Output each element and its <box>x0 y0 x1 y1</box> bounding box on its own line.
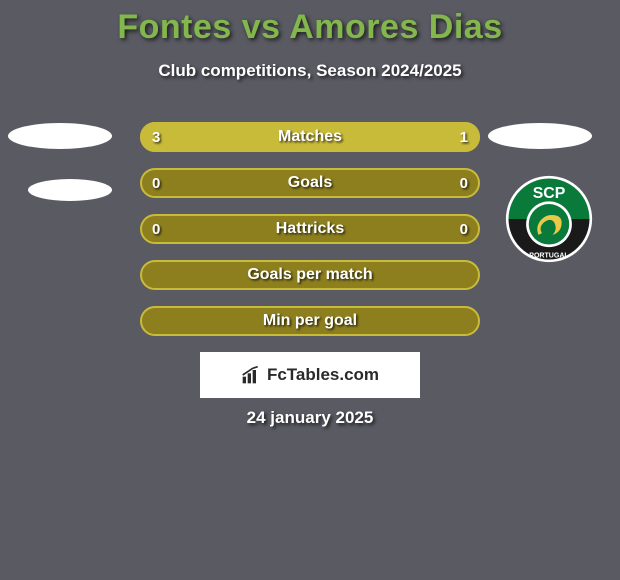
stat-value-right: 1 <box>460 122 468 152</box>
stat-row: Goals00 <box>140 168 480 198</box>
stat-value-right: 0 <box>460 168 468 198</box>
page-title: Fontes vs Amores Dias <box>0 8 620 47</box>
subtitle: Club competitions, Season 2024/2025 <box>0 61 620 81</box>
svg-text:PORTUGAL: PORTUGAL <box>529 253 569 260</box>
stat-value-left: 0 <box>152 168 160 198</box>
left-ellipse-1 <box>28 179 112 201</box>
stat-row: Matches31 <box>140 122 480 152</box>
stat-value-left: 0 <box>152 214 160 244</box>
watermark: FcTables.com <box>200 352 420 398</box>
left-ellipse-0 <box>8 123 112 149</box>
stat-row: Goals per match <box>140 260 480 290</box>
svg-text:SCP: SCP <box>533 185 566 202</box>
chart-container: Fontes vs Amores Dias Club competitions,… <box>0 0 620 580</box>
stat-row: Min per goal <box>140 306 480 336</box>
watermark-text: FcTables.com <box>267 365 379 385</box>
right-ellipse <box>488 123 592 149</box>
stat-value-right: 0 <box>460 214 468 244</box>
stat-rows: Matches31Goals00Hattricks00Goals per mat… <box>140 122 480 352</box>
bars-icon <box>241 365 261 385</box>
club-badge-icon: SCP PORTUGAL <box>505 175 593 263</box>
club-badge: SCP PORTUGAL <box>505 175 593 263</box>
stat-value-left: 3 <box>152 122 160 152</box>
stat-row: Hattricks00 <box>140 214 480 244</box>
date-text: 24 january 2025 <box>0 408 620 428</box>
